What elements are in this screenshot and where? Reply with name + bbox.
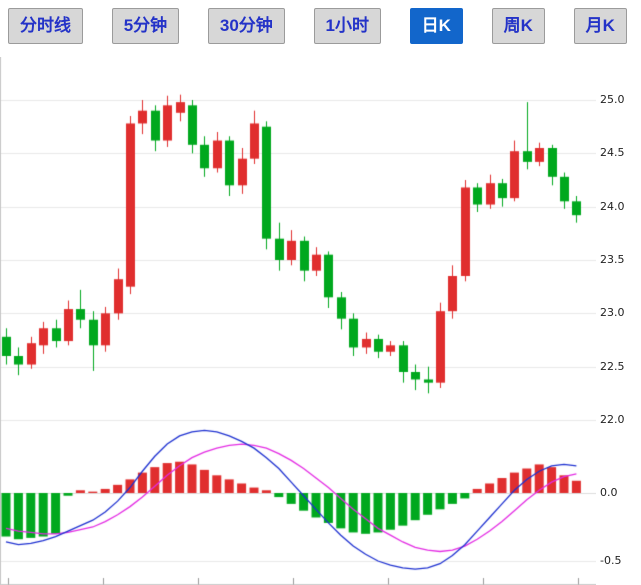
tab-1hour[interactable]: 1小时: [313, 8, 381, 44]
chart-area: 25.0 24.5 24.0 23.5 23.0 22.5 22.0 0.0 -…: [0, 57, 641, 585]
tab-day-k[interactable]: 日K: [409, 8, 463, 44]
macd-tick-label: -0.5: [600, 554, 622, 567]
price-tick-label: 22.0: [600, 413, 625, 426]
price-tick-label: 23.5: [600, 253, 625, 266]
price-tick-label: 23.0: [600, 306, 625, 319]
price-tick-label: 25.0: [600, 93, 625, 106]
candlestick-chart[interactable]: [0, 57, 596, 425]
tab-week-k[interactable]: 周K: [491, 8, 545, 44]
macd-chart[interactable]: [0, 425, 596, 585]
macd-tick-label: 0.0: [600, 486, 618, 499]
price-tick-label: 24.0: [600, 200, 625, 213]
price-tick-label: 24.5: [600, 146, 625, 159]
tab-month-k[interactable]: 月K: [573, 8, 627, 44]
tab-timeshare[interactable]: 分时线: [8, 8, 83, 44]
price-tick-label: 22.5: [600, 360, 625, 373]
tab-5min[interactable]: 5分钟: [111, 8, 180, 44]
tab-30min[interactable]: 30分钟: [207, 8, 285, 44]
timeframe-toolbar: 分时线 5分钟 30分钟 1小时 日K 周K 月K: [0, 0, 641, 44]
